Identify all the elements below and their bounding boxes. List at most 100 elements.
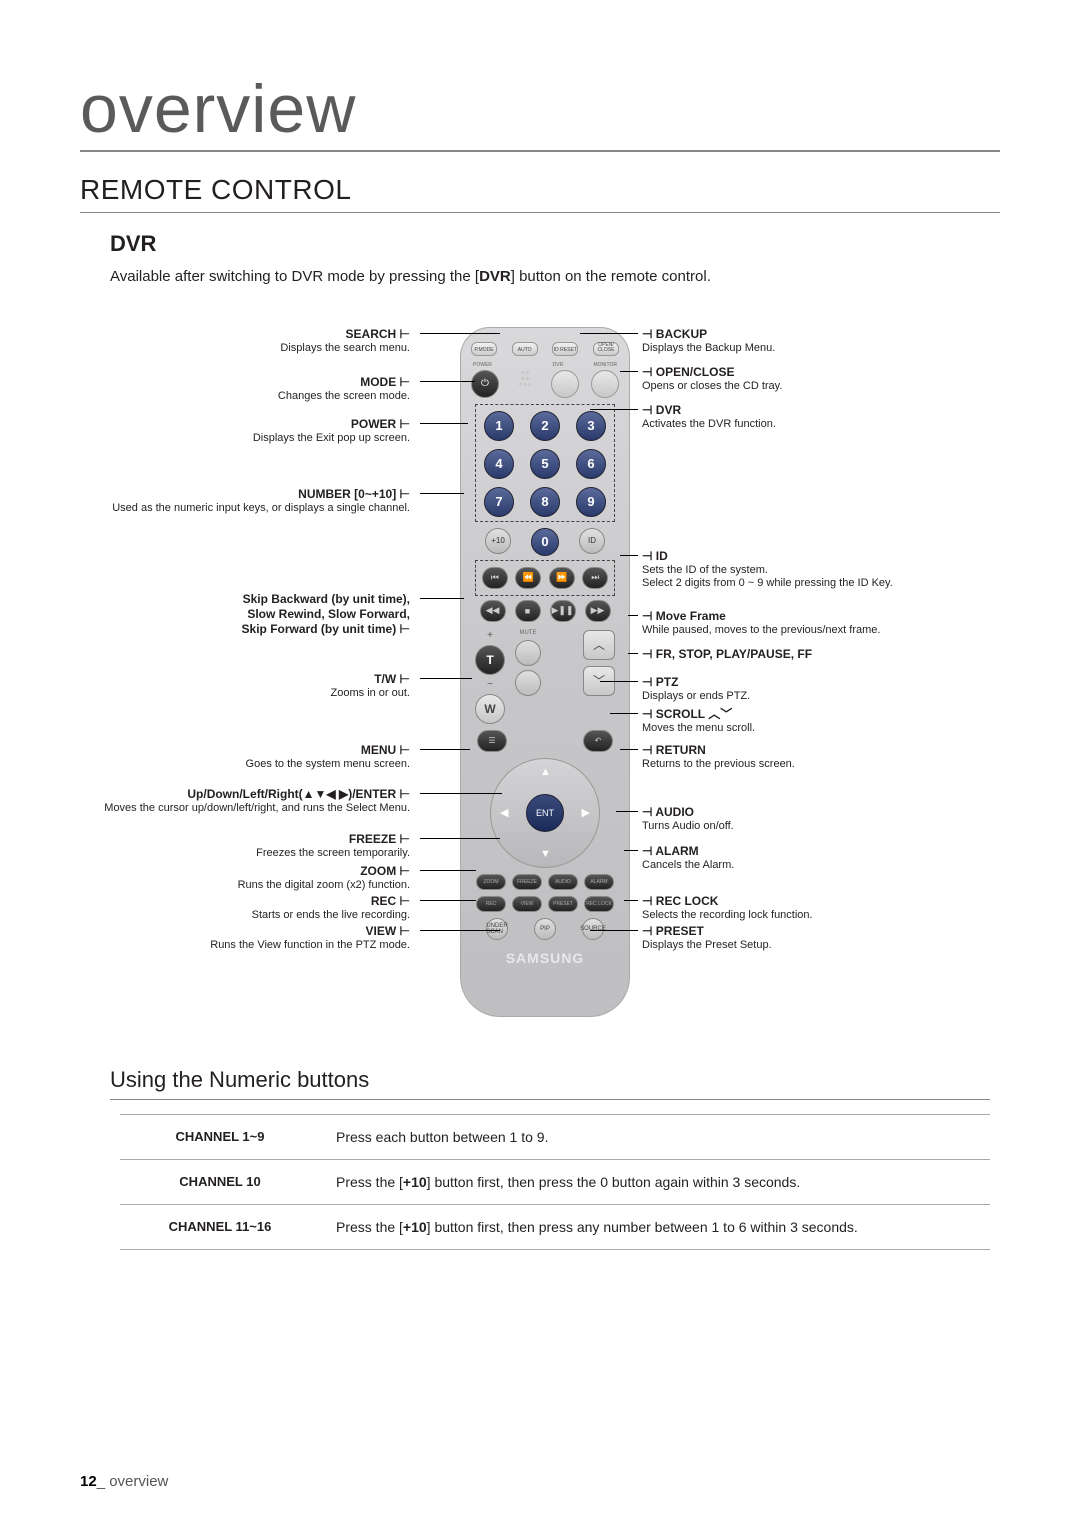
callout-title: ZOOM ⊢ (80, 864, 410, 879)
callout-title: POWER ⊢ (80, 417, 410, 432)
row2-labels: POWER DVR MONITOR (473, 362, 617, 368)
callout-desc: Goes to the system menu screen. (80, 758, 410, 772)
callout-desc: Turns Audio on/off. (642, 820, 1002, 834)
id-button: ID (579, 528, 605, 554)
callout-left: ZOOM ⊢Runs the digital zoom (x2) functio… (80, 864, 410, 893)
callout-title: ⊣ RETURN (642, 743, 1002, 758)
leader-line (420, 333, 500, 334)
leader-line (600, 681, 638, 682)
callout-title: ⊣ PTZ (642, 675, 1002, 690)
row-plus10-0-id: +10 0 ID (475, 528, 615, 556)
callout-right: ⊣ OPEN/CLOSEOpens or closes the CD tray. (642, 365, 1002, 394)
callout-left: Up/Down/Left/Right(▲▼◀ ▶)/ENTER ⊢Moves t… (80, 787, 410, 816)
fr-button: ◀◀ (480, 600, 506, 622)
callout-left: T/W ⊢Zooms in or out. (80, 672, 410, 701)
callout-desc: Selects the recording lock function. (642, 909, 1002, 923)
callout-title: ⊣ SCROLL ︿﹀ (642, 707, 1002, 722)
power-button: ⏻ (471, 370, 499, 398)
num-2: 2 (530, 411, 560, 441)
quad-row-1: ZOOM FREEZE AUDIO ALARM (473, 874, 617, 890)
view-button: VIEW (512, 896, 542, 912)
numeric-section-title: Using the Numeric buttons (110, 1067, 990, 1100)
callout-right: ⊣ REC LOCKSelects the recording lock fun… (642, 894, 1002, 923)
return-button: ↶ (583, 730, 613, 752)
callout-desc: Sets the ID of the system. Select 2 digi… (642, 564, 1002, 592)
leader-line (420, 678, 472, 679)
callout-left: VIEW ⊢Runs the View function in the PTZ … (80, 924, 410, 953)
callout-left: Skip Backward (by unit time), Slow Rewin… (80, 592, 410, 637)
intro-post: ] button on the remote control. (511, 268, 711, 285)
lbl-dvr: DVR (553, 362, 564, 368)
num-0: 0 (531, 528, 559, 556)
channel-desc: Press each button between 1 to 9. (320, 1114, 990, 1159)
footer-text: overview (109, 1473, 168, 1490)
leader-line (620, 749, 638, 750)
callout-desc: Moves the menu scroll. (642, 722, 1002, 736)
dpad-left-icon: ◀ (500, 806, 508, 819)
callout-right: ⊣ BACKUPDisplays the Backup Menu. (642, 327, 1002, 356)
dvr-button (551, 370, 579, 398)
plus10-button: +10 (485, 528, 511, 554)
callout-title: ⊣ REC LOCK (642, 894, 1002, 909)
callout-title: MODE ⊢ (80, 375, 410, 390)
footer-sep: _ (97, 1473, 110, 1490)
brand-logo: SAMSUNG (471, 950, 619, 966)
intro-text: Available after switching to DVR mode by… (110, 267, 1000, 287)
mute-button (515, 640, 541, 666)
leader-line (610, 713, 638, 714)
table-row: CHANNEL 11~16Press the [+10] button ﬁrst… (120, 1204, 990, 1249)
audio-button: AUDIO (548, 874, 578, 890)
remote-top-row: P.MODE AUTO ID RESET OPEN/ CLOSE (471, 342, 619, 356)
leader-line (620, 555, 638, 556)
callout-desc: Returns to the previous screen. (642, 758, 1002, 772)
callout-title: ⊣ ALARM (642, 844, 1002, 859)
table-row: CHANNEL 10Press the [+10] button ﬁrst, t… (120, 1159, 990, 1204)
callout-right: ⊣ SCROLL ︿﹀Moves the menu scroll. (642, 707, 1002, 736)
callout-desc: Cancels the Alarm. (642, 859, 1002, 873)
callout-desc: Changes the screen mode. (80, 390, 410, 404)
subsection-title: DVR (110, 231, 1000, 257)
callout-right: ⊣ DVRActivates the DVR function. (642, 403, 1002, 432)
remote-row2: ⏻ ○ ○○ ○○ ○ ○ (471, 370, 619, 398)
callout-title: Skip Backward (by unit time), Slow Rewin… (80, 592, 410, 637)
ff-button: ▶▶ (585, 600, 611, 622)
pmode-button: P.MODE (471, 342, 497, 356)
callout-title: MENU ⊢ (80, 743, 410, 758)
callout-title: SEARCH ⊢ (80, 327, 410, 342)
remote-body: P.MODE AUTO ID RESET OPEN/ CLOSE POWER D… (460, 327, 630, 1017)
footer-pagenum: 12 (80, 1473, 97, 1490)
callout-desc: Opens or closes the CD tray. (642, 380, 1002, 394)
num-9: 9 (576, 487, 606, 517)
dpad-down-icon: ▼ (540, 848, 551, 860)
leader-line (628, 615, 638, 616)
lbl-monitor: MONITOR (593, 362, 617, 368)
callout-left: SEARCH ⊢Displays the search menu. (80, 327, 410, 356)
leader-line (590, 930, 638, 931)
leader-line (420, 381, 475, 382)
t-button: T (475, 645, 505, 675)
leader-line (628, 653, 638, 654)
stop-button: ■ (515, 600, 541, 622)
callout-desc: While paused, moves to the previous/next… (642, 624, 1002, 638)
callout-desc: Moves the cursor up/down/left/right, and… (80, 802, 410, 816)
mid-block: + T − W MUTE ︿ ﹀ (475, 630, 615, 724)
callout-right: ⊣ AUDIOTurns Audio on/off. (642, 805, 1002, 834)
callout-title: ⊣ PRESET (642, 924, 1002, 939)
callout-title: ⊣ AUDIO (642, 805, 1002, 820)
freeze-button: FREEZE (512, 874, 542, 890)
slow-forward-button: ⏩ (549, 567, 575, 589)
skip-fwd-button: ⏭ (582, 567, 608, 589)
num-4: 4 (484, 449, 514, 479)
section-title: REMOTE CONTROL (80, 174, 1000, 213)
scroll-up-button: ︿ (583, 630, 615, 660)
callout-desc: Used as the numeric input keys, or displ… (80, 502, 410, 516)
underscan-button: UNDER SCAN (486, 918, 508, 940)
callout-title: NUMBER [0~+10] ⊢ (80, 487, 410, 502)
leader-line (624, 900, 638, 901)
mini-row: UNDER SCAN PIP SOURCE (473, 918, 617, 940)
num-6: 6 (576, 449, 606, 479)
callout-desc: Activates the DVR function. (642, 418, 1002, 432)
dpad-right-icon: ▶ (582, 806, 590, 819)
callout-right: ⊣ IDSets the ID of the system. Select 2 … (642, 549, 1002, 592)
callout-desc: Zooms in or out. (80, 687, 410, 701)
